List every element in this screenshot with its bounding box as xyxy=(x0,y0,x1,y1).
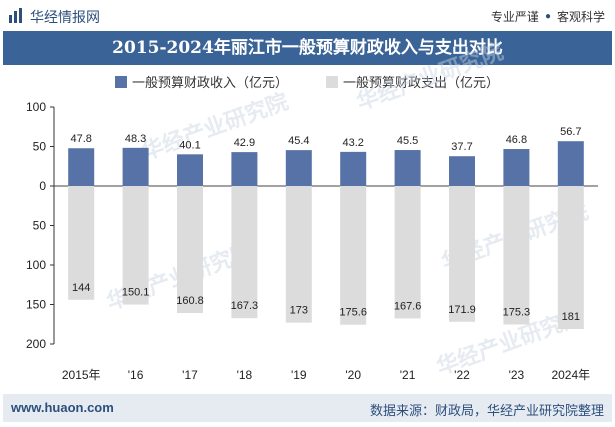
revenue-value-label: 47.8 xyxy=(70,133,91,145)
y-tick-label: 50 xyxy=(33,219,47,233)
watermark-text: 华经产业研究院 xyxy=(353,39,506,115)
revenue-bar xyxy=(231,152,258,186)
x-tick-label: 2015年 xyxy=(62,368,101,382)
legend-item-revenue: 一般预算财政收入（亿元） xyxy=(115,72,288,91)
x-tick-label: 2024年 xyxy=(551,368,590,382)
expenditure-value-label: 144 xyxy=(72,282,90,294)
expenditure-value-label: 160.8 xyxy=(176,295,204,307)
expenditure-value-label: 167.3 xyxy=(231,300,259,312)
revenue-value-label: 45.4 xyxy=(288,135,309,147)
revenue-value-label: 40.1 xyxy=(179,139,200,151)
slogan-separator: ● xyxy=(544,11,551,22)
revenue-value-label: 37.7 xyxy=(451,141,472,153)
y-tick-label: 50 xyxy=(33,140,47,154)
expenditure-bar xyxy=(231,186,258,319)
brand-logo-icon xyxy=(9,8,22,23)
x-tick-label: '22 xyxy=(454,368,470,382)
slogan: 专业严谨 ● 客观科学 xyxy=(491,8,605,25)
x-tick-label: '18 xyxy=(237,368,253,382)
revenue-bar xyxy=(340,151,367,186)
chart-legend: 一般预算财政收入（亿元） 一般预算财政支出（亿元） xyxy=(0,72,615,92)
x-tick-label: '16 xyxy=(128,368,144,382)
expenditure-bar xyxy=(449,186,475,322)
x-axis: 2015年 '16 '17 '18 '19 '20 '21 '22 '23 2024年 xyxy=(62,368,590,382)
revenue-bar xyxy=(557,141,584,186)
y-tick-label: 200 xyxy=(26,337,46,351)
expenditure-bar xyxy=(285,186,312,323)
x-tick-label: '21 xyxy=(400,368,416,382)
footer-source: 数据来源：财政局，华经产业研究院整理 xyxy=(369,403,604,418)
x-tick-label: '20 xyxy=(345,368,361,382)
expenditure-value-label: 173 xyxy=(290,305,308,317)
expenditure-value-label: 171.9 xyxy=(448,304,476,316)
slogan-professional: 专业严谨 xyxy=(490,10,539,24)
revenue-bar xyxy=(449,156,475,186)
revenue-bar xyxy=(68,148,95,186)
revenue-value-label: 43.2 xyxy=(342,137,363,149)
legend-swatch-expenditure xyxy=(326,75,338,88)
revenue-value-label: 56.7 xyxy=(560,126,581,138)
revenue-value-label: 42.9 xyxy=(234,137,255,149)
revenue-bar xyxy=(285,150,312,186)
expenditure-bar xyxy=(503,186,530,325)
expenditure-value-label: 150.1 xyxy=(122,287,150,299)
revenue-bar xyxy=(503,149,530,186)
x-tick-label: '19 xyxy=(291,368,307,382)
expenditure-bar xyxy=(557,186,584,329)
bar-chart: 华经产业研究院华经产业研究院华经产业研究院华经产业研究院华经产业研究院 1005… xyxy=(26,39,598,382)
revenue-value-label: 46.8 xyxy=(506,134,527,146)
y-tick-label: 100 xyxy=(26,100,46,114)
expenditure-value-label: 175.3 xyxy=(503,306,531,318)
y-tick-label: 0 xyxy=(39,179,46,193)
bars xyxy=(68,141,584,329)
expenditure-bar xyxy=(340,186,367,325)
revenue-bar xyxy=(177,154,203,186)
x-tick-label: '23 xyxy=(509,368,525,382)
value-labels: 47.8 144 48.3 150.1 40.1 160.8 42.9 167.3 45.4 17… xyxy=(70,126,581,323)
legend-label-expenditure: 一般预算财政支出（亿元） xyxy=(343,75,500,90)
revenue-value-label: 45.5 xyxy=(397,135,418,147)
expenditure-bar xyxy=(177,186,203,314)
watermark-text: 华经产业研究院 xyxy=(138,89,291,165)
brand-name: 华经情报网 xyxy=(30,9,100,25)
legend-item-expenditure: 一般预算财政支出（亿元） xyxy=(326,72,499,91)
chart-title: 2015-2024年丽江市一般预算财政收入与支出对比 xyxy=(3,31,612,65)
revenue-bar xyxy=(394,150,421,186)
expenditure-value-label: 167.6 xyxy=(394,300,422,312)
expenditure-bar xyxy=(122,186,149,305)
expenditure-bar xyxy=(394,186,421,319)
expenditure-bar xyxy=(68,186,95,300)
expenditure-value-label: 181 xyxy=(562,311,580,323)
expenditure-value-label: 175.6 xyxy=(339,307,367,319)
legend-swatch-revenue xyxy=(115,75,127,88)
x-tick-label: '17 xyxy=(182,368,198,382)
y-tick-label: 100 xyxy=(26,258,46,272)
top-bar: 华经情报网 专业严谨 ● 客观科学 xyxy=(0,0,615,30)
revenue-bar xyxy=(122,147,149,186)
legend-label-revenue: 一般预算财政收入（亿元） xyxy=(132,75,289,90)
revenue-value-label: 48.3 xyxy=(125,133,146,145)
slogan-objective: 客观科学 xyxy=(556,10,605,24)
footer: www.huaon.com 数据来源：财政局，华经产业研究院整理 xyxy=(3,394,612,422)
y-tick-label: 150 xyxy=(26,298,46,312)
footer-url[interactable]: www.huaon.com xyxy=(11,400,114,415)
